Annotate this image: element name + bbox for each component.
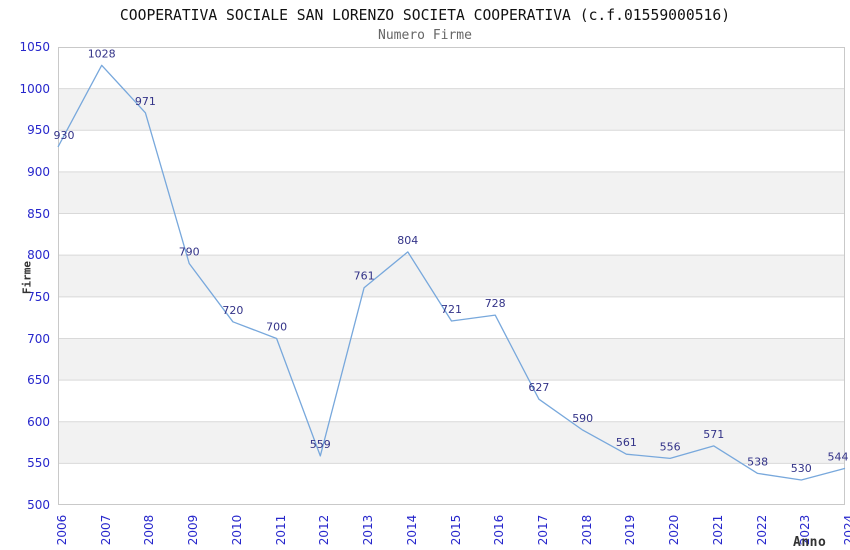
plot-band xyxy=(58,421,845,464)
chart-subtitle: Numero Firme xyxy=(378,28,472,43)
plot-area: 930 1028 971 790 720 700 559 761 804 721 728 627 590… xyxy=(54,47,849,505)
y-tick-label: 800 xyxy=(27,248,50,263)
x-tick-label: 2008 xyxy=(142,514,157,546)
point-label: 790 xyxy=(179,246,200,259)
plot-band xyxy=(58,171,845,214)
point-label: 559 xyxy=(310,438,331,451)
point-label: 571 xyxy=(703,428,724,441)
point-label: 728 xyxy=(485,297,506,310)
point-label: 627 xyxy=(528,381,549,394)
x-tick-label: 2007 xyxy=(98,514,113,546)
point-label: 761 xyxy=(354,270,375,283)
y-tick-label: 1050 xyxy=(19,40,50,54)
point-label: 930 xyxy=(54,129,75,142)
x-tick-label: 2011 xyxy=(273,514,288,546)
point-label: 804 xyxy=(397,234,418,247)
x-tick-label: 2009 xyxy=(186,514,201,546)
point-label: 530 xyxy=(791,462,812,475)
x-tick-label: 2019 xyxy=(623,514,638,546)
plot-svg: 930 1028 971 790 720 700 559 761 804 721 728 627 590… xyxy=(54,47,849,505)
x-tick-label: 2014 xyxy=(404,514,419,546)
x-tick-label: 2015 xyxy=(448,514,463,546)
point-label: 720 xyxy=(222,304,243,317)
y-tick-label: 900 xyxy=(27,164,50,179)
x-tick-label: 2010 xyxy=(229,514,244,546)
point-label: 556 xyxy=(660,440,681,453)
y-tick-label: 600 xyxy=(27,414,50,429)
x-axis-title: Anno xyxy=(793,535,827,550)
y-tick-label: 650 xyxy=(27,373,50,388)
x-tick-label: 2013 xyxy=(361,514,376,546)
y-axis-title: Firme xyxy=(20,260,34,295)
y-tick-label: 1000 xyxy=(19,81,50,96)
point-label: 971 xyxy=(135,95,156,108)
point-label: 700 xyxy=(266,321,287,334)
chart-title: COOPERATIVA SOCIALE SAN LORENZO SOCIETA … xyxy=(119,7,731,24)
point-label: 561 xyxy=(616,436,637,449)
point-label: 590 xyxy=(572,412,593,425)
x-tick-label: 2024 xyxy=(842,514,850,546)
point-label: 544 xyxy=(828,450,849,463)
y-axis: 1050 1000 950 900 850 800 750 700 650 600 550 500 xyxy=(0,40,50,512)
x-tick-label: 2021 xyxy=(710,514,725,546)
line-series xyxy=(57,64,846,481)
y-tick-label: 750 xyxy=(27,289,50,304)
point-label: 538 xyxy=(747,455,768,468)
point-label: 721 xyxy=(441,303,462,316)
point-label: 1028 xyxy=(88,47,116,60)
x-tick-label: 2016 xyxy=(492,514,507,546)
x-tick-label: 2012 xyxy=(317,514,332,546)
x-tick-label: 2018 xyxy=(579,514,594,546)
x-tick-label: 2022 xyxy=(754,514,769,546)
y-tick-label: 850 xyxy=(27,206,50,221)
x-axis: 2006 2007 2008 2009 2010 2011 2012 2013 2014 2015… xyxy=(55,505,850,550)
x-tick-label: 2020 xyxy=(667,514,682,546)
plot-band xyxy=(58,88,845,131)
plot-border xyxy=(58,47,845,505)
y-tick-label: 950 xyxy=(27,123,50,138)
y-tick-label: 500 xyxy=(27,498,50,512)
plot-band xyxy=(58,255,845,297)
y-tick-label: 550 xyxy=(27,456,50,471)
plot-band xyxy=(58,338,845,381)
y-tick-label: 700 xyxy=(27,331,50,346)
x-tick-label: 2006 xyxy=(55,514,69,546)
x-tick-label: 2017 xyxy=(535,514,550,546)
